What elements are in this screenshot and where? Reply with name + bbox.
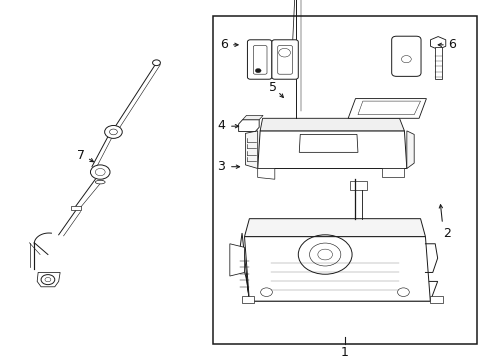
Polygon shape bbox=[37, 273, 60, 287]
Text: 2: 2 bbox=[443, 226, 450, 239]
Polygon shape bbox=[229, 244, 244, 276]
Bar bbox=[429, 296, 442, 303]
FancyBboxPatch shape bbox=[247, 40, 271, 79]
Text: 1: 1 bbox=[340, 346, 348, 359]
Text: 3: 3 bbox=[217, 160, 224, 173]
Bar bbox=[349, 181, 366, 190]
Bar bbox=[434, 46, 441, 79]
Bar bbox=[242, 296, 254, 303]
Ellipse shape bbox=[95, 180, 105, 184]
FancyBboxPatch shape bbox=[271, 40, 298, 79]
Text: 5: 5 bbox=[268, 81, 276, 94]
Polygon shape bbox=[242, 116, 263, 120]
Bar bbox=[71, 206, 81, 211]
Circle shape bbox=[41, 275, 55, 285]
Polygon shape bbox=[429, 37, 445, 49]
Polygon shape bbox=[260, 118, 404, 131]
Circle shape bbox=[90, 165, 110, 179]
FancyBboxPatch shape bbox=[391, 36, 420, 76]
Polygon shape bbox=[257, 168, 274, 179]
Text: 7: 7 bbox=[77, 149, 84, 162]
Polygon shape bbox=[382, 168, 404, 177]
Text: 4: 4 bbox=[217, 119, 224, 132]
Circle shape bbox=[260, 288, 272, 297]
Polygon shape bbox=[244, 237, 429, 301]
Circle shape bbox=[255, 68, 261, 73]
Polygon shape bbox=[257, 131, 406, 168]
Polygon shape bbox=[246, 282, 437, 301]
Polygon shape bbox=[244, 219, 425, 237]
Polygon shape bbox=[347, 99, 426, 118]
Polygon shape bbox=[238, 120, 259, 131]
Text: 6: 6 bbox=[220, 38, 227, 51]
Polygon shape bbox=[245, 131, 257, 168]
Polygon shape bbox=[406, 131, 413, 168]
Circle shape bbox=[104, 126, 122, 138]
Circle shape bbox=[397, 288, 408, 297]
Text: 6: 6 bbox=[447, 38, 455, 51]
Circle shape bbox=[152, 60, 160, 66]
Polygon shape bbox=[239, 233, 249, 301]
Bar bbox=[212, 16, 476, 344]
